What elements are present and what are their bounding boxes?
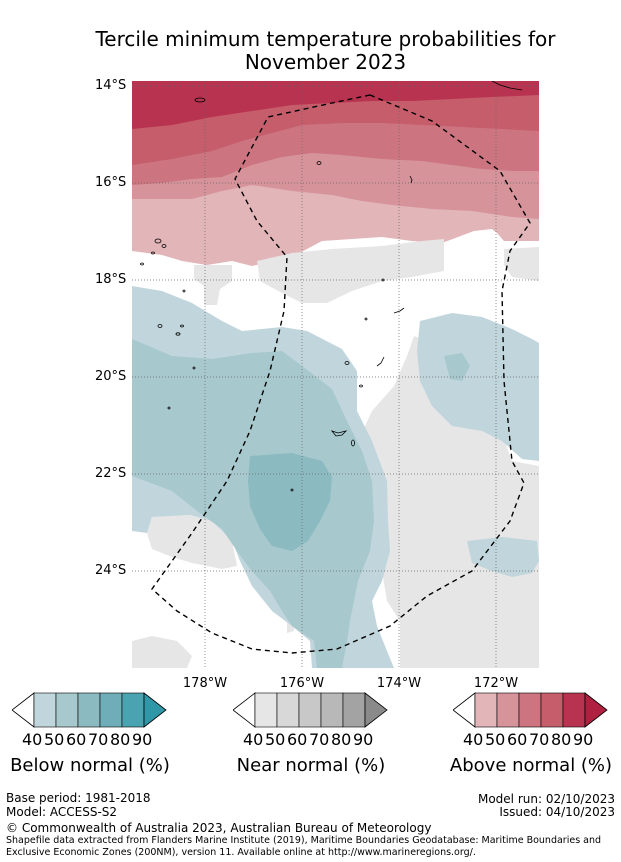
colorbar-swatch — [77, 692, 101, 728]
colorbar-swatch — [298, 692, 322, 728]
colorbar-swatch — [496, 692, 520, 728]
tick: 80 — [110, 730, 131, 749]
base-period: Base period: 1981-2018 — [6, 791, 151, 805]
near-normal-region-southwest — [147, 515, 237, 569]
colorbar-high-arrow — [584, 692, 608, 728]
tick: 80 — [551, 730, 572, 749]
tick: 40 — [22, 730, 43, 749]
model-run-date: Model run: 02/10/2023 — [477, 792, 615, 806]
probability-map — [132, 81, 539, 668]
lon-label: 176°W — [279, 676, 325, 691]
tick: 50 — [44, 730, 65, 749]
tick: 40 — [463, 730, 484, 749]
near-normal-label: Near normal (%) — [236, 755, 386, 776]
colorbar-swatch — [474, 692, 498, 728]
below-normal-region-east — [417, 313, 539, 461]
tick: 70 — [88, 730, 109, 749]
map-title-line-2: November 2023 — [244, 50, 407, 74]
tick: 40 — [243, 730, 264, 749]
shapefile-credit-line-2: Exclusive Economic Zones (200NM), versio… — [6, 847, 476, 858]
near-normal-colorbar — [233, 692, 388, 728]
lat-label: 20°S — [95, 369, 127, 384]
tick: 90 — [132, 730, 153, 749]
lat-label: 22°S — [95, 466, 127, 481]
copyright-notice: © Commonwealth of Australia 2023, Austra… — [6, 821, 432, 835]
tick: 50 — [265, 730, 286, 749]
colorbar-low-arrow — [233, 692, 256, 728]
tick: 70 — [529, 730, 550, 749]
colorbar-swatch — [121, 692, 145, 728]
colorbar-swatch — [254, 692, 278, 728]
shapefile-credit-line-1: Shapefile data extracted from Flanders M… — [6, 835, 602, 846]
colorbar-swatch — [276, 692, 300, 728]
near-normal-region-northeast — [504, 247, 539, 281]
colorbar-low-arrow — [12, 692, 35, 728]
below-normal-60-region — [248, 453, 332, 551]
colorbar-swatch — [55, 692, 79, 728]
colorbar-swatch — [99, 692, 123, 728]
colorbar-swatch — [518, 692, 542, 728]
below-normal-label: Below normal (%) — [10, 755, 170, 776]
colorbar-high-arrow — [364, 692, 388, 728]
islands — [140, 81, 523, 492]
above-normal-80-region — [132, 81, 539, 129]
lon-label: 172°W — [473, 676, 519, 691]
tick: 90 — [573, 730, 594, 749]
near-normal-region-north — [257, 239, 444, 303]
colorbar-low-arrow — [453, 692, 476, 728]
colorbar-swatch — [33, 692, 57, 728]
issued-date: Issued: 04/10/2023 — [499, 805, 615, 819]
lat-label: 14°S — [95, 78, 127, 93]
near-normal-region-south-west-corner — [132, 636, 192, 668]
colorbar-swatch — [562, 692, 586, 728]
model-name: Model: ACCESS-S2 — [6, 805, 118, 819]
lat-label: 16°S — [95, 175, 127, 190]
tick: 60 — [66, 730, 87, 749]
eez-boundary — [151, 94, 531, 654]
tick: 60 — [507, 730, 528, 749]
map-title-line-1: Tercile minimum temperature probabilitie… — [95, 27, 556, 51]
lat-label: 18°S — [95, 272, 127, 287]
below-normal-region-east-core — [444, 353, 470, 381]
lon-label: 174°W — [376, 676, 422, 691]
above-normal-label: Above normal (%) — [449, 755, 613, 776]
below-normal-colorbar — [12, 692, 167, 728]
colorbar-swatch — [320, 692, 344, 728]
tick: 60 — [287, 730, 308, 749]
near-normal-region-northwest — [194, 265, 232, 305]
colorbar-swatch — [342, 692, 366, 728]
lon-label: 178°W — [182, 676, 228, 691]
tick: 90 — [353, 730, 374, 749]
tick: 50 — [485, 730, 506, 749]
above-normal-colorbar — [453, 692, 608, 728]
lat-label: 24°S — [95, 563, 127, 578]
below-normal-region-southeast — [467, 537, 539, 577]
colorbar-swatch — [540, 692, 564, 728]
tick: 80 — [331, 730, 352, 749]
tick: 70 — [309, 730, 330, 749]
colorbar-high-arrow — [143, 692, 167, 728]
